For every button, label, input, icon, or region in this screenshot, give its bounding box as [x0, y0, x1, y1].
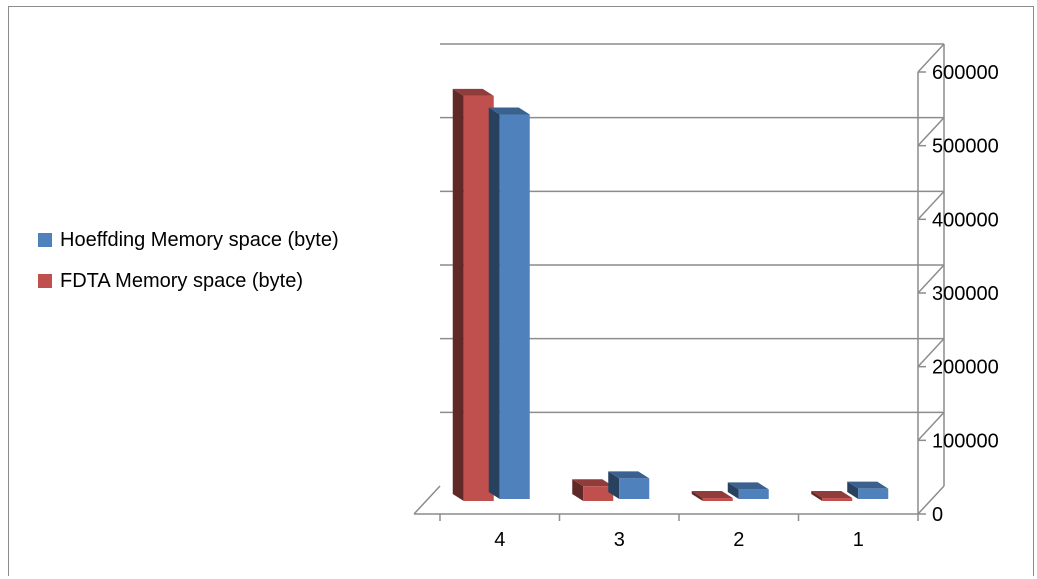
- bar-top: [811, 491, 853, 499]
- bar-side: [811, 491, 823, 501]
- side-gridline-300000: [917, 264, 945, 294]
- xtick-label-1: 1: [853, 529, 864, 551]
- bar-top: [727, 482, 769, 490]
- bar-top: [608, 471, 650, 479]
- ytick-label-500000: 500000: [932, 136, 999, 158]
- bar-side: [572, 479, 584, 501]
- ytick-label-300000: 300000: [932, 283, 999, 305]
- xtick-label-2: 2: [733, 529, 744, 551]
- bar-front: [702, 498, 733, 501]
- xtick-label-4: 4: [494, 529, 505, 551]
- ytick-label-100000: 100000: [932, 430, 999, 452]
- bar-front: [499, 114, 530, 500]
- ytick-label-400000: 400000: [932, 209, 999, 231]
- bar-side: [727, 482, 739, 499]
- side-gridline-400000: [917, 190, 945, 220]
- bar-fdta-4: [452, 88, 494, 501]
- legend-label-fdta: FDTA Memory space (byte): [60, 270, 304, 292]
- ytick-label-200000: 200000: [932, 357, 999, 379]
- bar-side: [691, 491, 703, 501]
- side-gridline-100000: [917, 411, 945, 441]
- legend: Hoeffding Memory space (byte) FDTA Memor…: [38, 225, 383, 307]
- bar-fdta-1: [811, 491, 853, 501]
- bar-hoeffding-4: [488, 107, 530, 500]
- bars: [452, 88, 889, 501]
- side-gridline-600000: [917, 43, 945, 73]
- legend-item-fdta: FDTA Memory space (byte): [38, 266, 383, 297]
- bar-hoeffding-3: [608, 471, 650, 499]
- bar-front: [858, 488, 889, 499]
- bar-top: [691, 491, 733, 499]
- bar-side: [488, 107, 500, 500]
- bar-top: [572, 479, 614, 487]
- legend-label-hoeffding: Hoeffding Memory space (byte): [60, 229, 339, 251]
- tick-labels: 0 100000 200000 300000 400000 500000 600000 4 3 2…: [494, 62, 999, 551]
- bar-fdta-3: [572, 479, 614, 501]
- ytick-label-600000: 600000: [932, 62, 999, 84]
- legend-swatch-fdta: [38, 274, 52, 288]
- bar-hoeffding-1: [847, 481, 889, 499]
- bar-front: [619, 478, 650, 499]
- bar-top: [847, 481, 889, 489]
- bar-side: [847, 481, 859, 499]
- ytick-label-0: 0: [932, 504, 943, 526]
- bar-front: [738, 489, 769, 499]
- bar-fdta-2: [691, 491, 733, 501]
- bar-side: [452, 88, 464, 501]
- bar-top: [488, 107, 530, 115]
- bar-side: [608, 471, 620, 499]
- floor-left-edge: [413, 485, 441, 515]
- xtick-label-3: 3: [614, 529, 625, 551]
- legend-swatch-hoeffding: [38, 233, 52, 247]
- side-gridline-500000: [917, 117, 945, 147]
- side-gridline-0: [917, 485, 945, 515]
- legend-item-hoeffding: Hoeffding Memory space (byte): [38, 225, 383, 256]
- side-gridline-200000: [917, 338, 945, 368]
- bar-top: [452, 88, 494, 96]
- bar-hoeffding-2: [727, 482, 769, 499]
- bar-front: [583, 486, 614, 501]
- bar-front: [822, 498, 853, 501]
